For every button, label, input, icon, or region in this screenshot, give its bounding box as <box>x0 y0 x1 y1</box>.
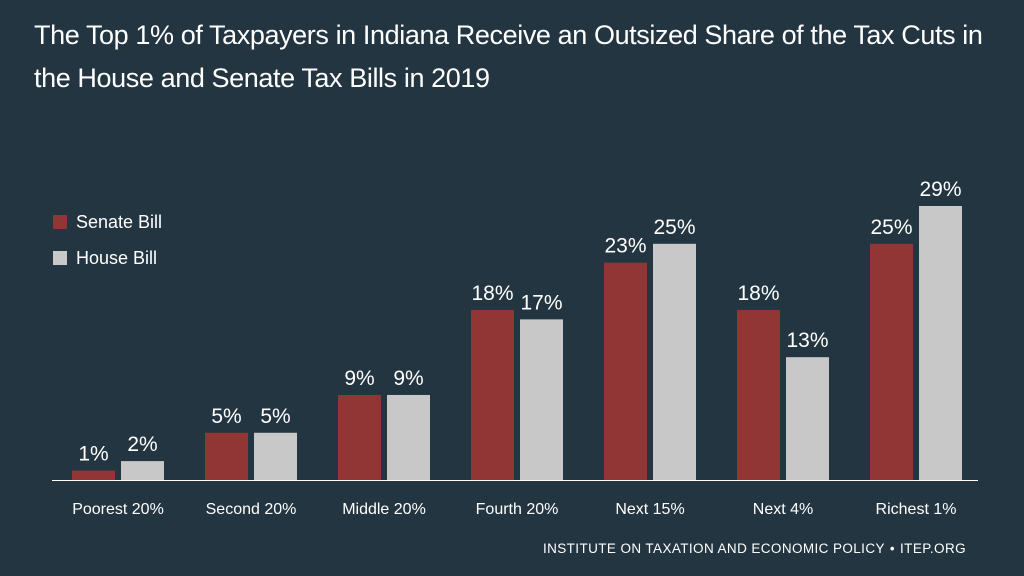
chart-title-line-2: the House and Senate Tax Bills in 2019 <box>34 63 490 93</box>
source-separator: • <box>889 541 896 556</box>
legend-label-house-bill: House Bill <box>76 248 157 268</box>
source-site: ITEP.ORG <box>900 541 966 556</box>
bar-senate-bill-fourth-20pct <box>471 309 514 480</box>
bar-senate-bill-poorest-20pct <box>72 470 115 480</box>
x-tick-label-richest-1pct: Richest 1% <box>876 501 957 518</box>
chart-title: The Top 1% of Taxpayers in Indiana Recei… <box>34 14 994 100</box>
value-label-senate-bill-next-15pct: 23% <box>604 235 646 258</box>
value-label-house-bill-fourth-20pct: 17% <box>520 291 562 314</box>
bar-senate-bill-next-4pct <box>737 309 780 480</box>
value-label-house-bill-richest-1pct: 29% <box>919 178 961 201</box>
x-tick-label-fourth-20pct: Fourth 20% <box>476 501 559 518</box>
bar-senate-bill-middle-20pct <box>338 394 381 480</box>
x-tick-label-second-20pct: Second 20% <box>206 501 297 518</box>
legend: Senate Bill House Bill <box>53 212 162 268</box>
bar-house-bill-middle-20pct <box>387 394 430 480</box>
legend-label-senate-bill: Senate Bill <box>76 212 162 232</box>
bar-house-bill-next-4pct <box>786 357 829 480</box>
x-tick-label-next-4pct: Next 4% <box>753 501 813 518</box>
bar-senate-bill-second-20pct <box>205 432 248 480</box>
value-label-senate-bill-middle-20pct: 9% <box>344 367 374 390</box>
x-tick-label-middle-20pct: Middle 20% <box>342 501 426 518</box>
bar-house-bill-second-20pct <box>254 432 297 480</box>
x-tick-labels-group: Poorest 20% Second 20% Middle 20% Fourth 20… <box>72 501 956 518</box>
value-label-house-bill-middle-20pct: 9% <box>393 367 423 390</box>
chart-title-line-1: The Top 1% of Taxpayers in Indiana Recei… <box>34 20 983 50</box>
value-label-house-bill-second-20pct: 5% <box>260 405 290 428</box>
value-label-house-bill-next-4pct: 13% <box>786 329 828 352</box>
bar-house-bill-richest-1pct <box>919 206 962 480</box>
legend-swatch-house-bill <box>53 251 67 265</box>
legend-swatch-senate-bill <box>53 215 67 229</box>
source-credit: INSTITUTE ON TAXATION AND ECONOMIC POLIC… <box>543 541 966 556</box>
bars-group <box>72 206 962 480</box>
value-label-senate-bill-fourth-20pct: 18% <box>471 282 513 305</box>
value-label-house-bill-poorest-20pct: 2% <box>127 433 157 456</box>
value-labels-group: 1% 2% 5% 5% 9% 9% 18% 17% 23% 25% 18% 13% 25% 29% <box>78 178 961 466</box>
x-tick-label-poorest-20pct: Poorest 20% <box>72 501 164 518</box>
value-label-senate-bill-next-4pct: 18% <box>737 282 779 305</box>
value-label-senate-bill-richest-1pct: 25% <box>870 216 912 239</box>
x-tick-label-next-15pct: Next 15% <box>615 501 684 518</box>
value-label-senate-bill-second-20pct: 5% <box>211 405 241 428</box>
value-label-senate-bill-poorest-20pct: 1% <box>78 443 108 466</box>
bar-house-bill-poorest-20pct <box>121 461 164 480</box>
bar-senate-bill-richest-1pct <box>870 243 913 480</box>
source-org: INSTITUTE ON TAXATION AND ECONOMIC POLIC… <box>542 541 885 556</box>
bar-house-bill-next-15pct <box>653 243 696 480</box>
value-label-house-bill-next-15pct: 25% <box>653 216 695 239</box>
bar-senate-bill-next-15pct <box>604 262 647 480</box>
bar-house-bill-fourth-20pct <box>520 319 563 480</box>
